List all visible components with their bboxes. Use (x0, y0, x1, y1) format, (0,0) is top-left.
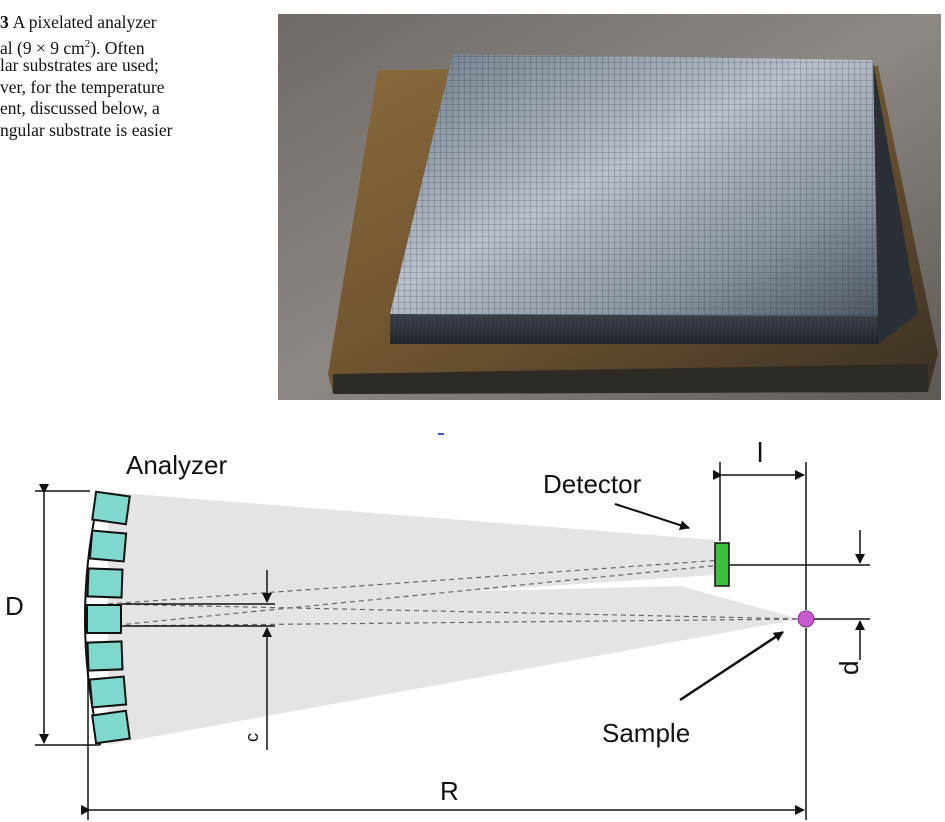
geometry-diagram: D c Analyzer Detector l d Sample R (5, 433, 870, 820)
figure-number: 3 (0, 12, 9, 32)
caption-line-6: ngular substrate is easier (0, 119, 173, 140)
label-c: c (242, 733, 262, 742)
analyzer-crystal (88, 675, 128, 709)
label-d: d (834, 661, 864, 675)
dimension-R (81, 628, 807, 820)
dimension-d (730, 530, 870, 660)
label-detector: Detector (543, 469, 642, 499)
dimension-c (122, 570, 275, 750)
label-D: D (5, 591, 24, 621)
sample-pointer (679, 630, 784, 702)
analyzer-crystal (86, 567, 124, 599)
analyzer-crystal (86, 640, 124, 672)
label-analyzer: Analyzer (126, 450, 227, 480)
dimension-D (35, 484, 100, 746)
caption-line-5: ent, discussed below, a (0, 98, 160, 118)
caption-line-2: al (9 × 9 cm2). Often (0, 37, 145, 58)
caption-line-3: lar substrates are used; (0, 55, 159, 75)
ray-lines (107, 559, 807, 627)
detector-pointer (614, 503, 690, 530)
analyzer-crystal (88, 529, 128, 563)
analyzer-crystal (86, 604, 122, 634)
analyzer-photo (278, 14, 941, 400)
analyzer-crystal (91, 490, 131, 526)
sample-dot (797, 610, 815, 628)
label-sample: Sample (602, 718, 690, 748)
caption-line-4: ver, for the temperature (0, 76, 165, 97)
dimension-l (713, 462, 807, 610)
detector-element (714, 542, 730, 587)
analyzer-crystals (86, 490, 131, 745)
beam-cone-upper (108, 492, 715, 615)
analyzer-curve (84, 491, 101, 746)
analyzer-crystal (91, 709, 131, 745)
label-R: R (440, 776, 459, 806)
label-l: l (757, 437, 763, 468)
